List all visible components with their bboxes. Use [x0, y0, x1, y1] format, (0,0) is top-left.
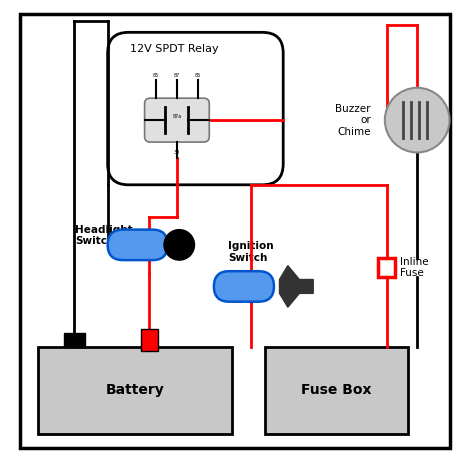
FancyBboxPatch shape	[108, 230, 168, 260]
FancyBboxPatch shape	[214, 271, 274, 302]
Text: Headlight
Switch: Headlight Switch	[75, 225, 133, 246]
Text: Battery: Battery	[106, 383, 165, 397]
Text: Ignition
Switch: Ignition Switch	[228, 241, 273, 262]
Circle shape	[164, 230, 194, 260]
Text: 87: 87	[174, 73, 180, 78]
Bar	[378, 258, 395, 277]
Text: 30: 30	[174, 151, 180, 155]
Text: 85: 85	[195, 73, 201, 78]
Circle shape	[385, 88, 449, 152]
FancyBboxPatch shape	[145, 98, 210, 142]
Text: 12V SPDT Relay: 12V SPDT Relay	[130, 44, 219, 54]
Bar	[141, 329, 157, 351]
Polygon shape	[280, 266, 313, 307]
Text: Fuse Box: Fuse Box	[301, 383, 372, 397]
Text: 85: 85	[153, 73, 159, 78]
Bar	[38, 346, 232, 434]
Bar	[264, 346, 408, 434]
Text: Inline
Fuse: Inline Fuse	[400, 257, 428, 278]
Bar	[64, 333, 84, 346]
Text: Buzzer
or
Chime: Buzzer or Chime	[336, 103, 371, 137]
FancyBboxPatch shape	[108, 32, 283, 185]
Text: 87a: 87a	[173, 114, 182, 119]
